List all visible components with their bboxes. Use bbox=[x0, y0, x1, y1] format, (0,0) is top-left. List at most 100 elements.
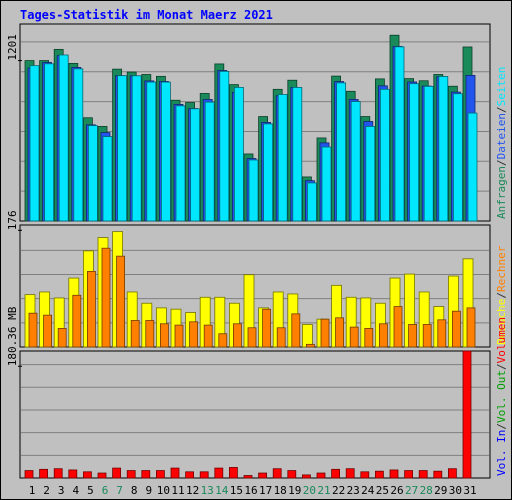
panel-requests-legend: Anfragen/Dateien/Seiten bbox=[495, 67, 508, 219]
panel-requests-bars bbox=[24, 34, 478, 222]
bar-rechner-day-30 bbox=[451, 310, 461, 348]
bar-seiten-day-5 bbox=[88, 125, 98, 222]
bar-seiten-day-26 bbox=[394, 46, 405, 222]
panel-volume-frame bbox=[19, 350, 491, 479]
legend-item: / bbox=[495, 423, 508, 430]
bar-rechner-day-20 bbox=[305, 343, 315, 348]
bar-seiten-day-6 bbox=[102, 136, 113, 222]
bar-rechner-day-27 bbox=[408, 324, 418, 348]
legend-item: / bbox=[495, 292, 508, 299]
bar-volumen-day-20 bbox=[301, 474, 311, 479]
bar-rechner-day-24 bbox=[364, 328, 374, 348]
bar-volumen-day-31 bbox=[462, 350, 472, 479]
bar-seiten-day-21 bbox=[321, 146, 332, 222]
bar-seiten-day-29 bbox=[438, 76, 449, 222]
bar-volumen-day-24 bbox=[360, 471, 370, 479]
x-axis-day-label: 26 bbox=[390, 484, 403, 497]
bar-rechner-day-23 bbox=[349, 326, 359, 348]
legend-item: Dateien bbox=[495, 113, 508, 159]
x-axis-day-label: 30 bbox=[449, 484, 462, 497]
x-axis-day-label: 20 bbox=[303, 484, 316, 497]
legend-item: Vol. Out bbox=[495, 370, 508, 423]
bar-rechner-day-10 bbox=[159, 323, 169, 348]
x-axis-day-label: 11 bbox=[171, 484, 184, 497]
x-axis-day-label: 3 bbox=[58, 484, 65, 497]
x-axis-day-label: 21 bbox=[317, 484, 330, 497]
bar-seiten-day-28 bbox=[423, 85, 434, 222]
bar-rechner-day-8 bbox=[130, 320, 140, 348]
bar-seiten-day-23 bbox=[350, 101, 361, 222]
bar-rechner-day-16 bbox=[247, 327, 257, 348]
bar-rechner-day-26 bbox=[393, 306, 403, 348]
legend-item: Rechner bbox=[495, 245, 508, 292]
legend-item: Anfragen bbox=[495, 166, 508, 219]
x-axis-day-label: 29 bbox=[434, 484, 447, 497]
bar-seiten-day-7 bbox=[117, 75, 127, 222]
x-axis-day-label: 4 bbox=[72, 484, 79, 497]
bar-volumen-day-25 bbox=[374, 470, 384, 479]
bar-volumen-day-1 bbox=[24, 470, 34, 479]
bar-volumen-day-5 bbox=[83, 471, 92, 479]
bar-volumen-day-17 bbox=[258, 472, 268, 479]
bar-rechner-day-11 bbox=[174, 324, 184, 348]
bar-seiten-day-25 bbox=[379, 88, 390, 222]
bar-seiten-day-1 bbox=[29, 65, 40, 222]
x-axis-day-label: 1 bbox=[29, 484, 36, 497]
bar-seiten-day-8 bbox=[131, 75, 142, 222]
bar-seiten-day-10 bbox=[160, 81, 171, 222]
bar-seiten-day-12 bbox=[190, 108, 201, 222]
x-axis-day-label: 23 bbox=[347, 484, 360, 497]
bar-rechner-day-19 bbox=[291, 313, 301, 348]
bar-rechner-day-13 bbox=[203, 324, 213, 348]
bar-rechner-day-25 bbox=[378, 323, 388, 348]
bar-volumen-day-27 bbox=[404, 470, 414, 479]
x-axis-day-label: 8 bbox=[131, 484, 138, 497]
bar-volumen-day-21 bbox=[316, 472, 326, 479]
panel-visits-legend: Besuche/Rechner bbox=[495, 245, 508, 345]
legend-item: Volumen bbox=[495, 317, 508, 363]
bar-seiten-day-24 bbox=[365, 126, 376, 222]
x-axis-day-label: 9 bbox=[145, 484, 152, 497]
legend-item: / bbox=[495, 363, 508, 370]
bar-rechner-day-15 bbox=[232, 323, 242, 348]
bar-volumen-day-8 bbox=[126, 470, 136, 479]
bar-seiten-day-13 bbox=[204, 101, 215, 222]
panel-volume-gridlines bbox=[18, 364, 489, 456]
x-axis-day-label: 10 bbox=[157, 484, 170, 497]
bar-rechner-day-22 bbox=[335, 317, 345, 348]
bar-seiten-day-19 bbox=[292, 87, 303, 222]
x-axis-day-label: 13 bbox=[201, 484, 214, 497]
x-axis-day-label: 17 bbox=[259, 484, 272, 497]
x-axis-day-label: 31 bbox=[463, 484, 476, 497]
panel-volume-bars bbox=[24, 350, 472, 479]
x-axis-day-label: 27 bbox=[405, 484, 418, 497]
bar-rechner-day-4 bbox=[72, 294, 82, 348]
panel-requests-y-tick-label: 1201 bbox=[6, 34, 19, 61]
bar-rechner-day-21 bbox=[320, 318, 330, 348]
x-axis-day-label: 14 bbox=[215, 484, 229, 497]
bar-seiten-day-4 bbox=[73, 68, 84, 222]
bar-volumen-day-28 bbox=[418, 470, 428, 479]
bar-seiten-day-18 bbox=[277, 94, 288, 222]
bar-seiten-day-14 bbox=[219, 71, 230, 222]
panel-visits-bars bbox=[24, 231, 476, 348]
bar-seiten-day-15 bbox=[233, 87, 244, 222]
legend-item: Seiten bbox=[495, 67, 508, 107]
x-axis-day-label: 25 bbox=[376, 484, 389, 497]
panel-volume: 180.36 MB Vol. In/Vol. Out/Volumen bbox=[6, 306, 508, 479]
bar-volumen-day-15 bbox=[228, 467, 238, 479]
bar-rechner-day-5 bbox=[87, 271, 96, 348]
bar-seiten-day-11 bbox=[175, 105, 186, 222]
bar-volumen-day-3 bbox=[53, 468, 63, 479]
bar-volumen-day-7 bbox=[112, 467, 121, 479]
bar-rechner-day-2 bbox=[43, 314, 52, 348]
bar-volumen-day-4 bbox=[68, 469, 78, 479]
bar-rechner-day-18 bbox=[276, 327, 286, 348]
bar-besuche-day-20 bbox=[301, 324, 313, 348]
bar-volumen-day-13 bbox=[199, 471, 209, 479]
x-axis-day-label: 28 bbox=[420, 484, 433, 497]
bar-volumen-day-14 bbox=[214, 467, 224, 479]
bar-seiten-day-9 bbox=[146, 81, 157, 222]
x-axis-day-label: 22 bbox=[332, 484, 345, 497]
